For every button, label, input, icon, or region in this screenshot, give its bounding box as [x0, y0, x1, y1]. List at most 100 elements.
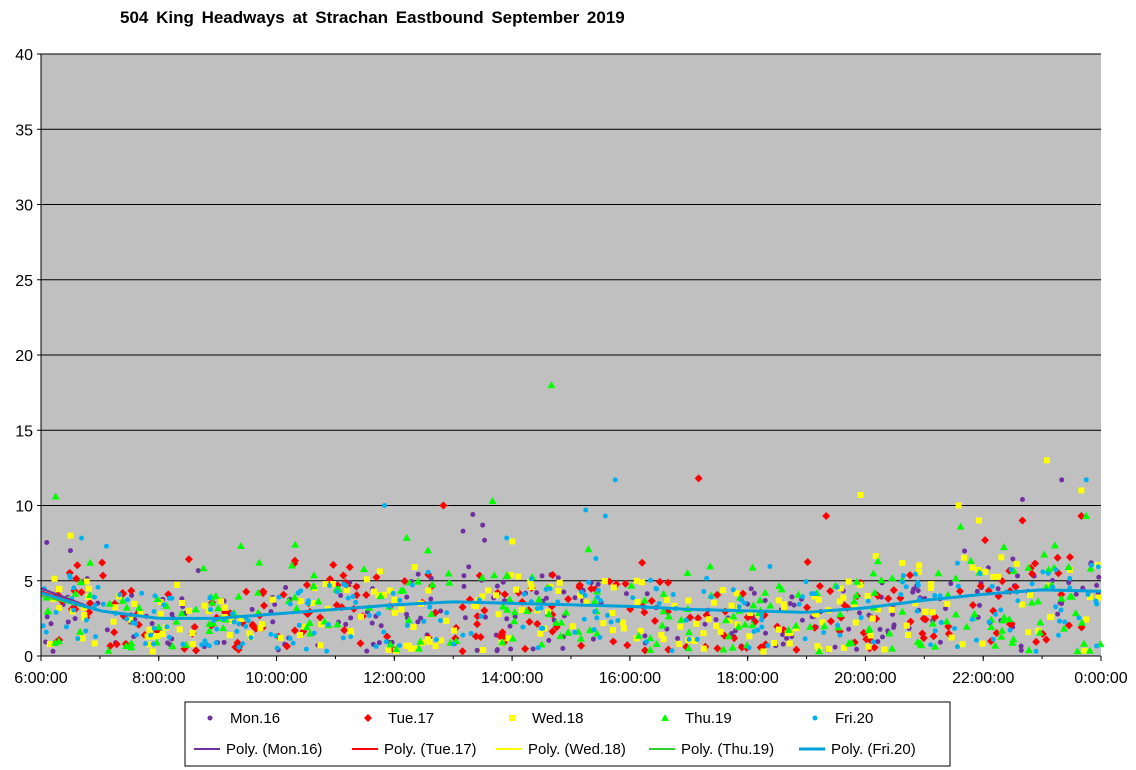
data-point [460, 632, 466, 638]
data-point [590, 597, 599, 605]
data-point [369, 620, 375, 626]
y-tick-label: 5 [24, 574, 33, 591]
y-tick-label: 25 [15, 273, 33, 290]
y-tick-label: 0 [24, 649, 33, 666]
data-point [329, 581, 336, 588]
data-point [915, 568, 922, 575]
data-point [248, 635, 254, 641]
data-point [348, 615, 354, 621]
data-point [378, 623, 384, 629]
data-point [500, 590, 509, 599]
data-point [1011, 582, 1020, 591]
data-point [734, 621, 741, 628]
x-tick-label: 12:00:00 [363, 670, 425, 687]
data-point [376, 611, 382, 617]
x-tick-label: 18:00:00 [717, 670, 779, 687]
data-point [655, 577, 664, 586]
data-point [515, 573, 522, 580]
data-point [1062, 619, 1068, 625]
data-point [1036, 618, 1045, 626]
data-point [255, 558, 264, 566]
legend-label: Poly. (Tue.17) [384, 741, 477, 758]
data-point [800, 594, 806, 600]
data-point [340, 635, 346, 641]
data-point [149, 648, 156, 655]
data-point [998, 626, 1007, 634]
data-point [292, 604, 301, 612]
data-point [755, 627, 761, 633]
data-point [1078, 487, 1085, 494]
data-point [376, 568, 383, 575]
data-point [820, 622, 829, 630]
data-point [1024, 563, 1033, 571]
data-point [528, 576, 534, 582]
data-point [762, 597, 768, 603]
data-point [1094, 582, 1100, 588]
data-point [122, 603, 131, 611]
data-point [575, 581, 584, 590]
data-point [528, 584, 535, 591]
data-point [865, 643, 872, 650]
data-point [821, 630, 827, 636]
data-point [759, 624, 765, 630]
data-point [615, 618, 621, 624]
chart-title: 504 King Headways at Strachan Eastbound … [120, 8, 625, 27]
data-point [493, 592, 500, 599]
data-point [67, 548, 73, 554]
data-point [1067, 592, 1076, 600]
data-point [1079, 639, 1088, 647]
data-point [812, 715, 818, 721]
data-point [363, 576, 370, 583]
legend-label: Mon.16 [230, 710, 280, 727]
data-point [969, 616, 975, 622]
data-point [888, 606, 895, 613]
data-point [199, 642, 205, 648]
data-point [334, 589, 340, 595]
data-point [1028, 569, 1037, 578]
data-point [1048, 614, 1055, 621]
data-point [103, 543, 109, 549]
data-point [647, 596, 656, 605]
data-point [937, 593, 943, 599]
data-point [761, 588, 770, 596]
data-point [152, 593, 158, 599]
data-point [543, 595, 549, 601]
data-point [476, 633, 485, 642]
data-point [359, 565, 368, 573]
data-point [1018, 601, 1025, 608]
data-point [77, 588, 86, 597]
data-point [739, 597, 745, 603]
data-point [322, 581, 329, 588]
data-point [997, 632, 1006, 640]
data-point [751, 590, 757, 596]
data-point [660, 636, 667, 643]
data-point [701, 589, 707, 595]
data-point [1018, 643, 1024, 649]
data-point [83, 617, 89, 623]
data-point [482, 537, 488, 543]
data-point [961, 554, 968, 561]
data-point [889, 586, 898, 595]
data-point [473, 620, 482, 629]
data-point [852, 619, 859, 626]
data-point [302, 623, 311, 631]
data-point [93, 634, 99, 640]
data-point [594, 615, 600, 621]
data-point [309, 600, 316, 607]
data-point [998, 554, 1005, 561]
data-point [875, 639, 881, 645]
data-point [151, 608, 157, 614]
data-point [981, 536, 990, 545]
data-point [973, 637, 979, 643]
data-point [345, 595, 351, 601]
data-point [577, 641, 586, 650]
y-tick-label: 10 [15, 499, 33, 516]
y-tick-label: 35 [15, 122, 33, 139]
data-point [555, 587, 562, 594]
data-point [287, 635, 293, 641]
data-point [1053, 604, 1059, 610]
data-point [482, 614, 488, 620]
data-point [928, 619, 937, 627]
data-point [993, 611, 999, 617]
data-point [520, 624, 526, 630]
